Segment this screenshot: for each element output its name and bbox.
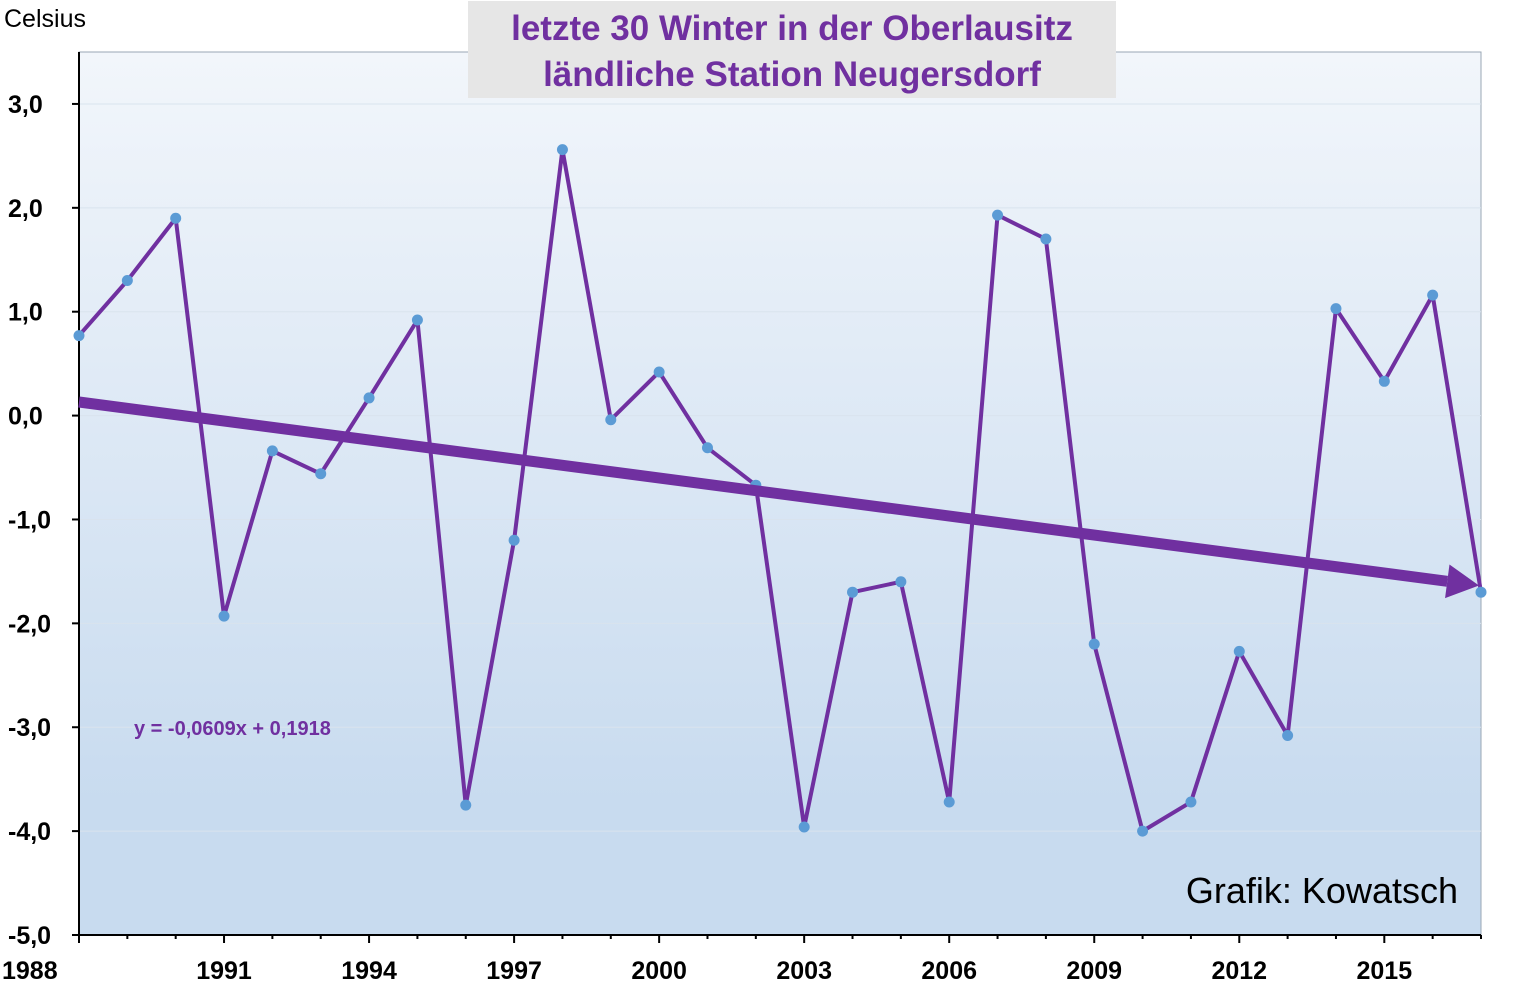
data-point [653, 366, 665, 378]
chart-title-line-2: ländliche Station Neugersdorf [543, 55, 1041, 94]
data-point [460, 799, 472, 811]
data-point [266, 445, 278, 457]
data-point [1088, 638, 1100, 650]
data-point [1475, 586, 1487, 598]
chart-title-line-1: letzte 30 Winter in der Oberlausitz [511, 9, 1073, 48]
data-point [701, 442, 713, 454]
y-tick-label: -1,0 [8, 506, 51, 534]
data-point [895, 576, 907, 588]
y-tick-label: -5,0 [8, 922, 51, 950]
data-point [411, 314, 423, 326]
data-point [798, 821, 810, 833]
x-tick-label: 1988 [2, 957, 58, 985]
title-box [468, 1, 1116, 98]
y-tick-label: 2,0 [8, 195, 43, 223]
data-point [1233, 645, 1245, 657]
y-tick-label: -3,0 [8, 714, 51, 742]
x-tick-label: 2009 [1066, 957, 1122, 985]
x-tick-label: 2006 [921, 957, 977, 985]
trendline-equation: y = -0,0609x + 0,1918 [134, 718, 331, 740]
y-tick-label: -2,0 [8, 610, 51, 638]
x-tick-label: 1997 [486, 957, 542, 985]
data-point [1040, 233, 1052, 245]
x-tick-label: 2012 [1211, 957, 1267, 985]
data-point [1185, 796, 1197, 808]
y-tick-label: -4,0 [8, 818, 51, 846]
data-point [121, 275, 133, 287]
data-point [170, 212, 182, 224]
x-axis-ticks: 1988 1991 1994 1997 2000 2003 2006 2009 2012 2015 [2, 935, 1482, 985]
y-tick-label: 3,0 [8, 91, 43, 119]
trendline-shaft [78, 396, 1448, 587]
data-point [73, 330, 85, 342]
y-axis-ticks: 3,0 2,0 1,0 0,0 -1,0 -2,0 -3,0 -4,0 -5,0 [8, 91, 79, 950]
data-point [1137, 825, 1149, 837]
data-point [508, 534, 520, 546]
data-point [943, 796, 955, 808]
x-tick-label: 1994 [341, 957, 397, 985]
data-point [556, 144, 568, 156]
data-point [1427, 289, 1439, 301]
data-point [218, 610, 230, 622]
data-point [847, 586, 859, 598]
axes [78, 52, 1481, 936]
data-point [1330, 303, 1342, 315]
y-tick-label: 1,0 [8, 299, 43, 327]
credit-annotation: Grafik: Kowatsch [1186, 870, 1458, 911]
trendline [78, 396, 1479, 599]
data-point [1282, 730, 1294, 742]
trendline-arrowhead [1445, 564, 1479, 599]
gridlines [79, 103, 1481, 832]
x-tick-label: 2003 [776, 957, 832, 985]
series-line [77, 147, 1483, 834]
data-series [73, 144, 1487, 837]
data-point [315, 468, 327, 480]
data-point [363, 392, 375, 404]
data-point [1378, 375, 1390, 387]
y-tick-label: 0,0 [8, 403, 43, 431]
data-point [992, 209, 1004, 221]
x-tick-label: 1991 [196, 957, 252, 985]
x-tick-label: 2015 [1356, 957, 1412, 985]
y-axis-label: Celsius [4, 5, 86, 33]
data-point [605, 414, 617, 426]
x-tick-label: 2000 [631, 957, 687, 985]
